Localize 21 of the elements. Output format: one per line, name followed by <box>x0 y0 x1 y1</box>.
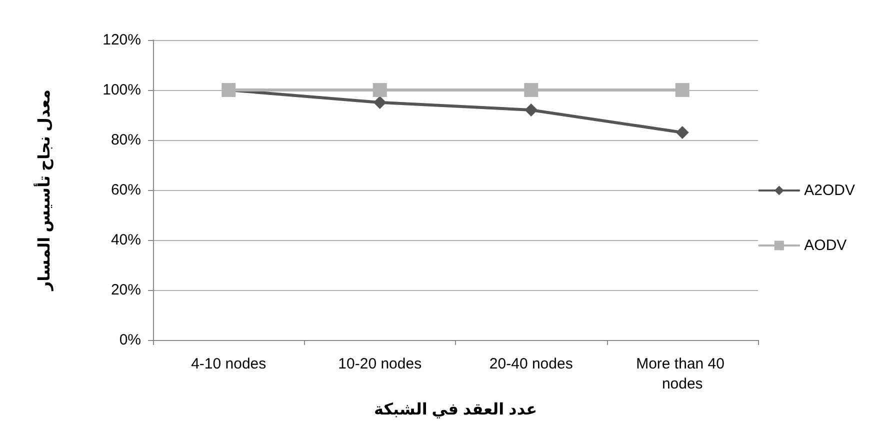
point <box>372 83 387 97</box>
y-tick-label: 0% <box>119 332 141 348</box>
x-tick-label: More than 40 nodes <box>636 356 729 392</box>
y-tick-label: 60% <box>110 182 141 198</box>
point <box>524 83 538 97</box>
point <box>373 96 386 109</box>
legend-label: AODV <box>804 237 847 254</box>
point <box>524 104 538 116</box>
y-axis-title: معدل نجاح تأسيس المسار <box>34 89 54 292</box>
point <box>675 83 690 97</box>
y-tick-label: 120% <box>102 32 141 48</box>
y-tick-label: 80% <box>110 132 141 148</box>
point <box>676 126 689 139</box>
y-tick-label: 20% <box>110 282 141 298</box>
y-tick-label: 40% <box>110 232 141 248</box>
x-tick-label: 10-20 nodes <box>338 356 422 372</box>
y-tick-label: 100% <box>102 82 141 98</box>
x-axis-title: عدد العقد في الشبكة <box>374 402 537 418</box>
x-tick-label: 4-10 nodes <box>191 356 266 372</box>
x-tick-label: 20-40 nodes <box>489 356 573 372</box>
legend-label: A2ODV <box>804 182 856 199</box>
